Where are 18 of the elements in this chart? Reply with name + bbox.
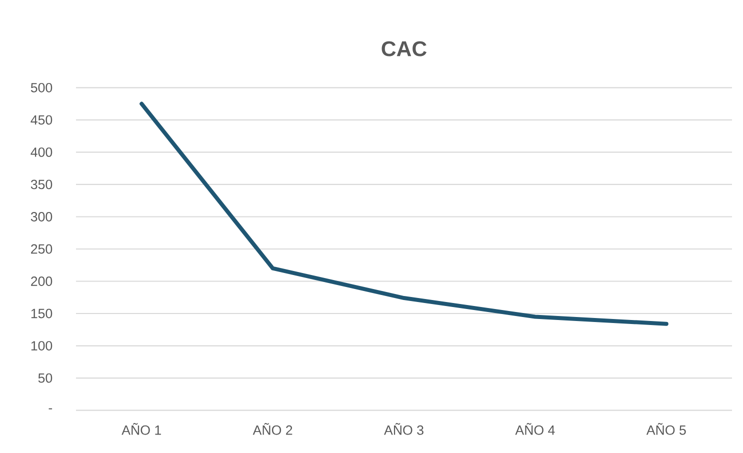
x-tick-label: AÑO 2: [252, 423, 292, 435]
y-tick-label: 350: [30, 180, 52, 190]
y-tick-label: 150: [31, 308, 52, 318]
y-tick-label: 400: [30, 147, 52, 157]
y-tick-label: 450: [30, 115, 52, 125]
line-series: [140, 102, 668, 326]
x-tick-label: AÑO 1: [122, 423, 161, 435]
x-tick-label: AÑO 4: [515, 423, 555, 435]
y-tick-label: 250: [31, 244, 52, 254]
y-tick-label: 50: [38, 373, 52, 383]
x-tick-label: AÑO 5: [646, 423, 686, 435]
y-tick-label: -: [48, 408, 52, 410]
chart-title: CAC: [382, 41, 427, 56]
y-tick-label: 200: [31, 276, 52, 286]
y-tick-label: 100: [31, 341, 52, 350]
y-tick-label: 300: [30, 212, 52, 222]
y-tick-label: 500: [30, 82, 52, 92]
x-tick-label: AÑO 3: [384, 423, 424, 435]
